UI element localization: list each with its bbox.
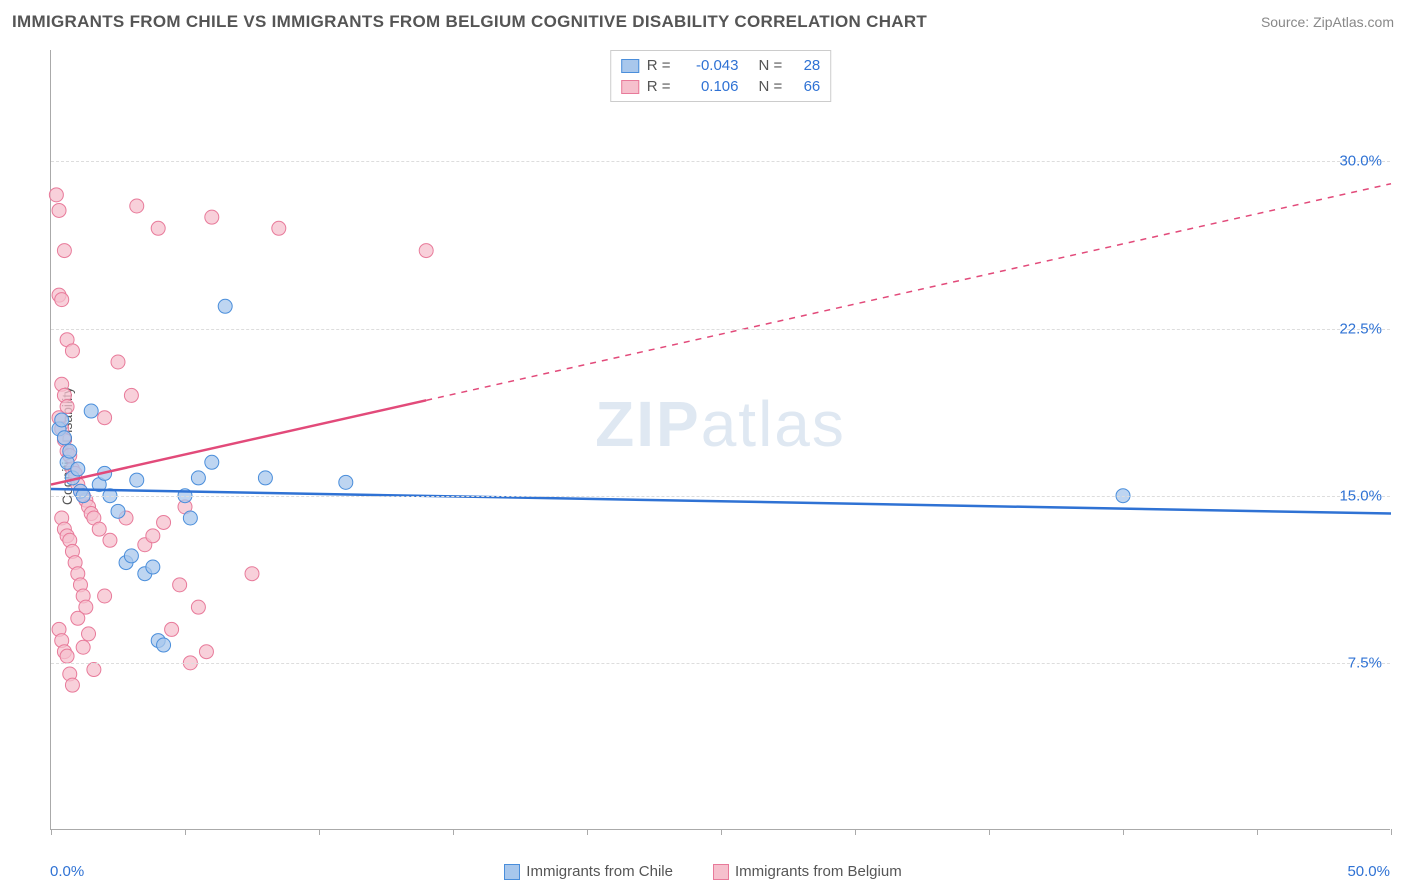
legend-swatch-chile — [621, 59, 639, 73]
scatter-point — [103, 533, 117, 547]
scatter-point — [130, 473, 144, 487]
gridline — [51, 161, 1390, 162]
y-tick-label: 15.0% — [1339, 487, 1382, 504]
series-legend: Immigrants from Chile Immigrants from Be… — [0, 863, 1406, 880]
title-bar: IMMIGRANTS FROM CHILE VS IMMIGRANTS FROM… — [12, 12, 1394, 32]
legend-swatch-belgium — [713, 864, 729, 880]
scatter-point — [218, 299, 232, 313]
scatter-point — [205, 210, 219, 224]
scatter-point — [183, 511, 197, 525]
r-value-belgium: 0.106 — [679, 78, 739, 95]
scatter-point — [55, 413, 69, 427]
x-tick — [319, 829, 320, 835]
scatter-point — [245, 567, 259, 581]
scatter-point — [146, 560, 160, 574]
scatter-point — [157, 515, 171, 529]
x-tick — [1123, 829, 1124, 835]
scatter-point — [191, 600, 205, 614]
scatter-point — [63, 444, 77, 458]
scatter-point — [111, 504, 125, 518]
scatter-point — [199, 645, 213, 659]
scatter-point — [60, 649, 74, 663]
scatter-point — [339, 475, 353, 489]
n-value-chile: 28 — [790, 57, 820, 74]
y-tick-label: 7.5% — [1348, 654, 1382, 671]
scatter-point — [146, 529, 160, 543]
x-tick — [721, 829, 722, 835]
scatter-point — [49, 188, 63, 202]
scatter-point — [98, 411, 112, 425]
legend-item-chile: Immigrants from Chile — [504, 863, 673, 880]
scatter-point — [98, 589, 112, 603]
scatter-point — [71, 611, 85, 625]
legend-swatch-chile — [504, 864, 520, 880]
scatter-point — [55, 293, 69, 307]
correlation-legend: R = -0.043 N = 28 R = 0.106 N = 66 — [610, 50, 832, 102]
n-value-belgium: 66 — [790, 78, 820, 95]
scatter-point — [157, 638, 171, 652]
scatter-point — [76, 640, 90, 654]
n-label: N = — [759, 57, 783, 74]
x-tick — [855, 829, 856, 835]
scatter-point — [87, 663, 101, 677]
scatter-point — [65, 344, 79, 358]
legend-label-belgium: Immigrants from Belgium — [735, 863, 902, 880]
correlation-legend-row: R = -0.043 N = 28 — [621, 55, 821, 76]
scatter-point — [84, 404, 98, 418]
gridline — [51, 663, 1390, 664]
trend-line-dashed — [426, 184, 1391, 401]
plot-area: ZIPatlas R = -0.043 N = 28 R = 0.106 N =… — [50, 50, 1390, 830]
scatter-point — [272, 221, 286, 235]
scatter-point — [111, 355, 125, 369]
x-tick — [185, 829, 186, 835]
x-tick — [1391, 829, 1392, 835]
n-label: N = — [759, 78, 783, 95]
trend-line — [51, 489, 1391, 514]
scatter-point — [57, 244, 71, 258]
legend-label-chile: Immigrants from Chile — [526, 863, 673, 880]
scatter-point — [130, 199, 144, 213]
gridline — [51, 496, 1390, 497]
r-label: R = — [647, 78, 671, 95]
scatter-point — [419, 244, 433, 258]
scatter-point — [92, 522, 106, 536]
legend-swatch-belgium — [621, 80, 639, 94]
scatter-point — [124, 388, 138, 402]
correlation-legend-row: R = 0.106 N = 66 — [621, 76, 821, 97]
x-tick — [51, 829, 52, 835]
scatter-point — [52, 203, 66, 217]
scatter-point — [82, 627, 96, 641]
x-tick — [587, 829, 588, 835]
scatter-point — [173, 578, 187, 592]
scatter-point — [165, 622, 179, 636]
legend-item-belgium: Immigrants from Belgium — [713, 863, 902, 880]
chart-svg — [51, 50, 1390, 829]
scatter-point — [71, 462, 85, 476]
scatter-point — [65, 678, 79, 692]
scatter-point — [57, 431, 71, 445]
scatter-point — [124, 549, 138, 563]
x-tick — [1257, 829, 1258, 835]
source-label: Source: ZipAtlas.com — [1261, 14, 1394, 30]
r-label: R = — [647, 57, 671, 74]
scatter-point — [191, 471, 205, 485]
y-tick-label: 30.0% — [1339, 153, 1382, 170]
x-tick — [989, 829, 990, 835]
scatter-point — [151, 221, 165, 235]
y-tick-label: 22.5% — [1339, 320, 1382, 337]
scatter-point — [205, 455, 219, 469]
gridline — [51, 329, 1390, 330]
x-tick — [453, 829, 454, 835]
scatter-point — [258, 471, 272, 485]
r-value-chile: -0.043 — [679, 57, 739, 74]
chart-title: IMMIGRANTS FROM CHILE VS IMMIGRANTS FROM… — [12, 12, 927, 32]
